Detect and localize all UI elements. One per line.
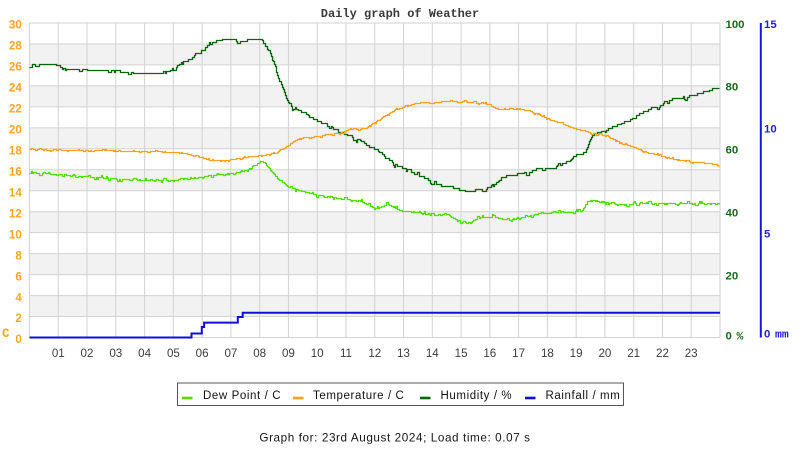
svg-text:10: 10 xyxy=(764,124,777,136)
svg-text:8: 8 xyxy=(15,249,22,262)
svg-text:07: 07 xyxy=(224,347,237,360)
svg-text:20: 20 xyxy=(9,124,22,137)
svg-text:100: 100 xyxy=(726,19,745,31)
svg-text:30: 30 xyxy=(9,19,22,32)
svg-text:16: 16 xyxy=(9,166,22,179)
svg-text:C: C xyxy=(2,327,10,341)
svg-text:0: 0 xyxy=(726,331,732,343)
svg-text:5: 5 xyxy=(764,229,771,241)
svg-text:10: 10 xyxy=(311,347,324,360)
svg-text:Humidity / %: Humidity / % xyxy=(441,390,513,402)
svg-text:10: 10 xyxy=(9,228,22,241)
svg-text:19: 19 xyxy=(570,347,583,360)
svg-text:6: 6 xyxy=(15,270,22,283)
svg-text:mm: mm xyxy=(775,330,789,342)
svg-text:60: 60 xyxy=(726,145,739,157)
svg-text:22: 22 xyxy=(9,103,22,116)
svg-text:40: 40 xyxy=(726,208,739,220)
svg-text:21: 21 xyxy=(627,347,640,360)
svg-text:03: 03 xyxy=(109,347,122,360)
svg-text:20: 20 xyxy=(726,270,739,282)
svg-text:16: 16 xyxy=(483,347,496,360)
svg-text:24: 24 xyxy=(9,82,22,95)
svg-text:23: 23 xyxy=(685,347,698,360)
svg-text:01: 01 xyxy=(52,347,65,360)
svg-text:Graph for: 23rd August 2024; L: Graph for: 23rd August 2024; Load time: … xyxy=(259,431,530,444)
svg-text:06: 06 xyxy=(196,347,209,360)
svg-text:08: 08 xyxy=(253,347,266,360)
svg-text:80: 80 xyxy=(726,82,739,94)
svg-text:28: 28 xyxy=(9,40,22,53)
svg-text:05: 05 xyxy=(167,347,180,360)
svg-text:Temperature / C: Temperature / C xyxy=(313,390,404,402)
svg-text:0: 0 xyxy=(15,333,21,346)
svg-text:04: 04 xyxy=(138,347,151,360)
svg-text:09: 09 xyxy=(282,347,295,360)
svg-text:12: 12 xyxy=(9,207,22,220)
svg-text:15: 15 xyxy=(455,347,468,360)
svg-text:18: 18 xyxy=(541,347,554,360)
svg-text:02: 02 xyxy=(81,347,94,360)
svg-text:%: % xyxy=(737,332,744,344)
svg-text:18: 18 xyxy=(9,145,22,158)
svg-text:14: 14 xyxy=(426,347,439,360)
svg-text:22: 22 xyxy=(656,347,669,360)
svg-text:Dew Point / C: Dew Point / C xyxy=(203,390,281,402)
svg-text:15: 15 xyxy=(764,19,777,31)
svg-text:17: 17 xyxy=(512,347,525,360)
svg-text:13: 13 xyxy=(397,347,410,360)
svg-text:12: 12 xyxy=(368,347,381,360)
svg-text:14: 14 xyxy=(9,186,22,199)
svg-text:20: 20 xyxy=(598,347,611,360)
svg-text:2: 2 xyxy=(15,312,21,325)
svg-text:4: 4 xyxy=(15,291,22,304)
svg-text:26: 26 xyxy=(9,61,22,74)
svg-text:11: 11 xyxy=(340,347,352,360)
svg-text:Rainfall / mm: Rainfall / mm xyxy=(546,390,621,402)
svg-text:0: 0 xyxy=(764,329,770,341)
svg-text:Daily graph of Weather: Daily graph of Weather xyxy=(321,7,479,21)
